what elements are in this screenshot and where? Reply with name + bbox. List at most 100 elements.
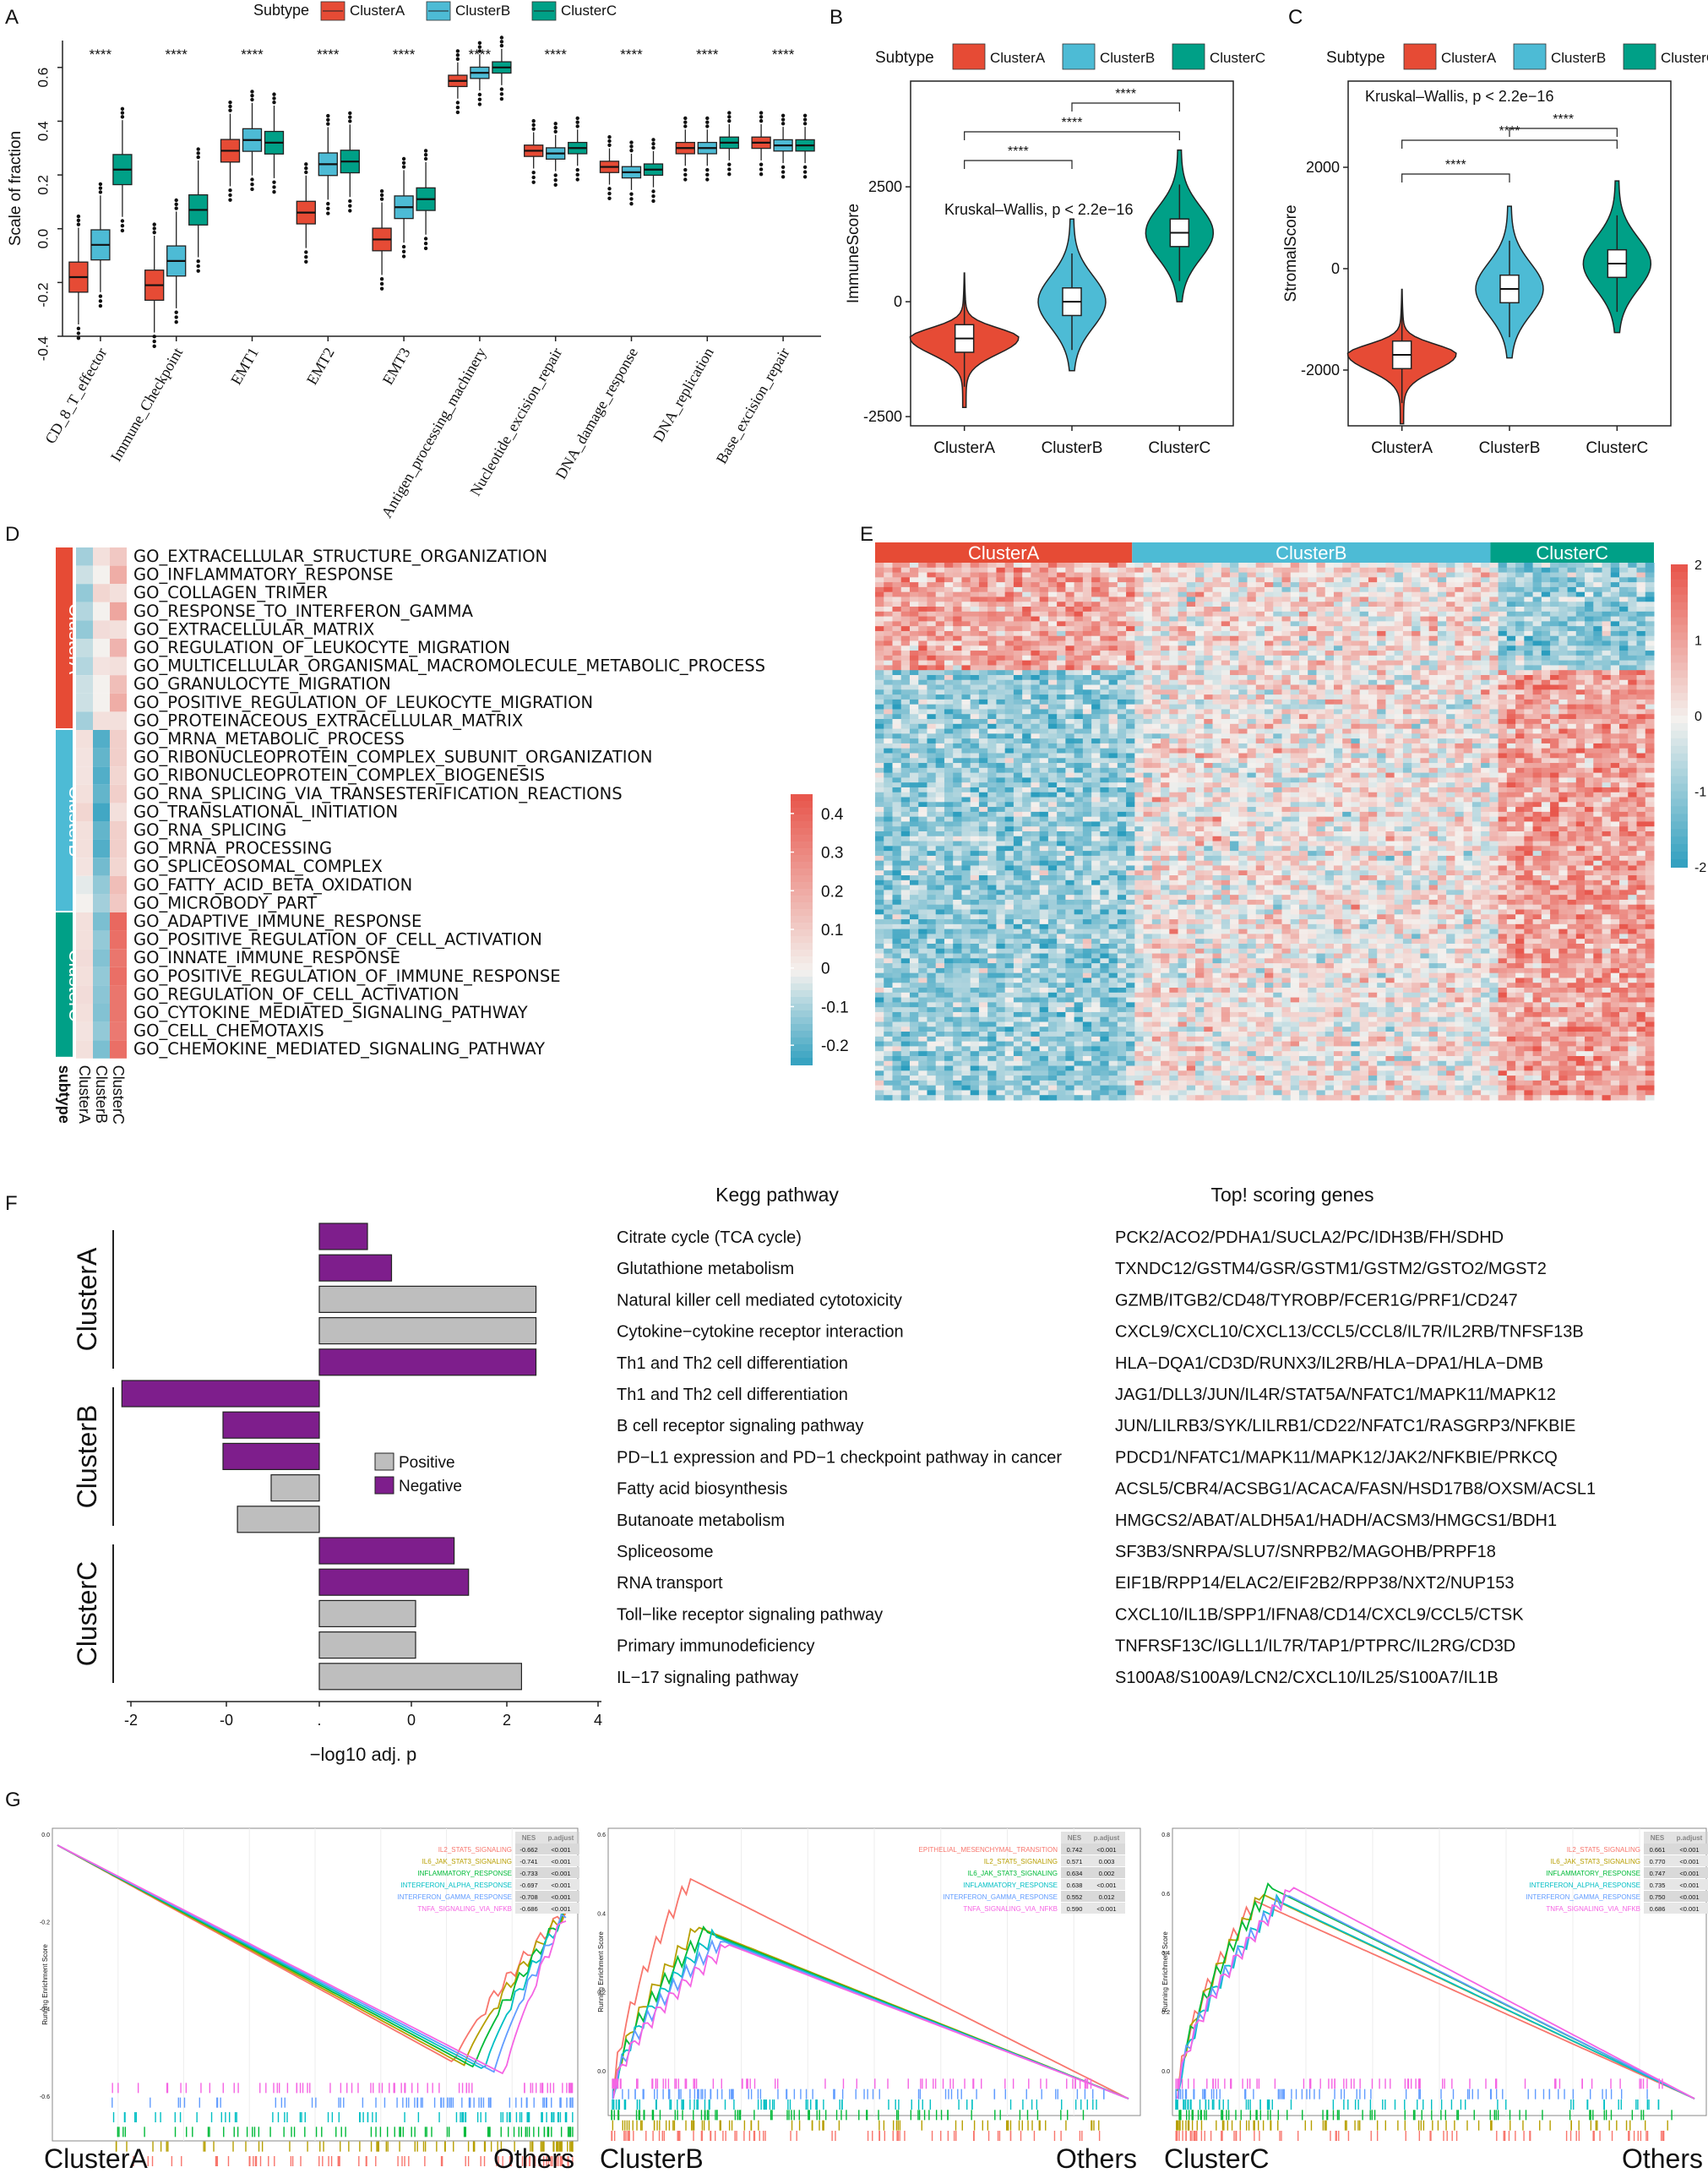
heat-cell: [1420, 679, 1430, 686]
heat-cell: [1316, 670, 1326, 676]
heat-cell: [1082, 665, 1092, 671]
heat-cell: [1593, 782, 1603, 788]
heat-cell: [1575, 777, 1586, 783]
heat-cell: [996, 719, 1006, 725]
heat-cell: [1619, 694, 1629, 700]
heat-cell: [1506, 753, 1516, 759]
heat-cell: [1004, 626, 1014, 632]
heat-cell: [1074, 743, 1084, 749]
x-tick-label: ClusterA: [933, 439, 995, 457]
box-ClusterB: [546, 122, 566, 188]
heat-cell: [1230, 738, 1239, 744]
heat-cell: [909, 591, 919, 597]
heat-cell: [1169, 684, 1179, 690]
heat-cell: [1402, 782, 1412, 788]
heat-cell: [1567, 582, 1577, 588]
heat-cell: [884, 728, 893, 734]
heat-cell: [927, 670, 937, 676]
heat-cell: [1385, 577, 1395, 583]
heat-cell: [1100, 591, 1110, 597]
heat-cell: [1186, 651, 1196, 656]
heat-cell: [1065, 591, 1075, 597]
heat-cell: [1412, 743, 1421, 749]
heat-cell: [1402, 728, 1412, 734]
heat-cell: [1195, 651, 1205, 656]
box-outlier: [455, 106, 460, 110]
heat-cell: [1290, 792, 1300, 798]
heat-cell: [1039, 684, 1049, 690]
heat-cell: [900, 763, 911, 769]
heat-cell: [875, 670, 884, 676]
heat-cell: [900, 591, 911, 597]
heat-cell: [1004, 777, 1014, 783]
heat-cell: [1126, 651, 1135, 656]
heat-cell: [961, 743, 971, 749]
heat-cell: [1575, 719, 1586, 725]
heat-cell: [1420, 635, 1430, 642]
box-outlier: [781, 113, 786, 117]
heat-cell: [1117, 651, 1127, 656]
heat-cell: [1420, 645, 1430, 651]
heat-cell: [1481, 572, 1490, 578]
heat-cell: [1031, 665, 1041, 671]
heat-cell: [1575, 753, 1586, 759]
heat-cell: [1022, 616, 1031, 622]
heat-cell: [1186, 674, 1196, 681]
heat-cell: [1273, 630, 1282, 637]
row-label: GO_RIBONUCLEOPROTEIN_COMPLEX_BIOGENESIS: [133, 765, 545, 785]
heat-cell: [1385, 651, 1395, 656]
heat-cell: [1151, 577, 1161, 583]
heat-cell: [1047, 670, 1058, 676]
heat-cell: [1394, 591, 1404, 597]
heat-cell: [978, 777, 988, 783]
heat-cell: [987, 655, 997, 662]
heat-cell: [1108, 582, 1118, 588]
heat-cell: [1178, 753, 1188, 759]
heat-cell: [1151, 621, 1161, 627]
heat-cell: [1169, 738, 1179, 744]
heat-cell: [1428, 577, 1439, 583]
heat-cell: [961, 640, 971, 646]
heat-cell: [1169, 607, 1179, 613]
heat-cell: [953, 645, 962, 651]
heat-cell: [1498, 645, 1508, 651]
box-outlier: [250, 187, 254, 192]
heat-cell: [1100, 563, 1110, 569]
heat-cell: [1238, 674, 1248, 681]
heat-cell: [1178, 709, 1188, 715]
heat-cell: [1498, 635, 1508, 642]
heat-cell: [1255, 777, 1265, 783]
heat-cell: [1455, 626, 1465, 632]
heat-cell: [935, 797, 945, 803]
heat-cell: [1636, 621, 1646, 627]
heat-cell: [1074, 684, 1084, 690]
heat-cell: [1204, 567, 1214, 574]
y-tick-label: 0.0: [35, 229, 51, 249]
heat-cell: [1082, 709, 1092, 715]
heat-cell: [1412, 596, 1421, 602]
heat-cell: [918, 792, 927, 798]
heat-cell: [909, 660, 919, 666]
heat-cell: [1368, 714, 1378, 720]
heat-cell: [1524, 719, 1534, 725]
heat-cell: [944, 577, 954, 583]
heat-cell: [1402, 660, 1412, 666]
heat-cell: [961, 738, 971, 744]
heat-cell: [1186, 616, 1196, 622]
heat-cell: [1455, 607, 1465, 613]
legend-gradient-step: [791, 950, 813, 957]
heat-cell: [1031, 709, 1041, 715]
heat-cell: [1585, 792, 1594, 798]
heat-cell: [1593, 699, 1603, 705]
heat-cell: [1151, 743, 1161, 749]
comparison-label: ****: [1008, 144, 1029, 159]
heat-cell: [1195, 655, 1205, 662]
heat-cell: [875, 616, 884, 622]
heat-cell: [892, 704, 902, 710]
heat-cell: [1342, 586, 1352, 593]
heat-cell: [1550, 630, 1559, 637]
heat-cell: [1186, 645, 1196, 651]
heat-cell: [1506, 723, 1516, 730]
heat-cell: [1558, 651, 1569, 656]
heat-cell: [1377, 674, 1386, 681]
